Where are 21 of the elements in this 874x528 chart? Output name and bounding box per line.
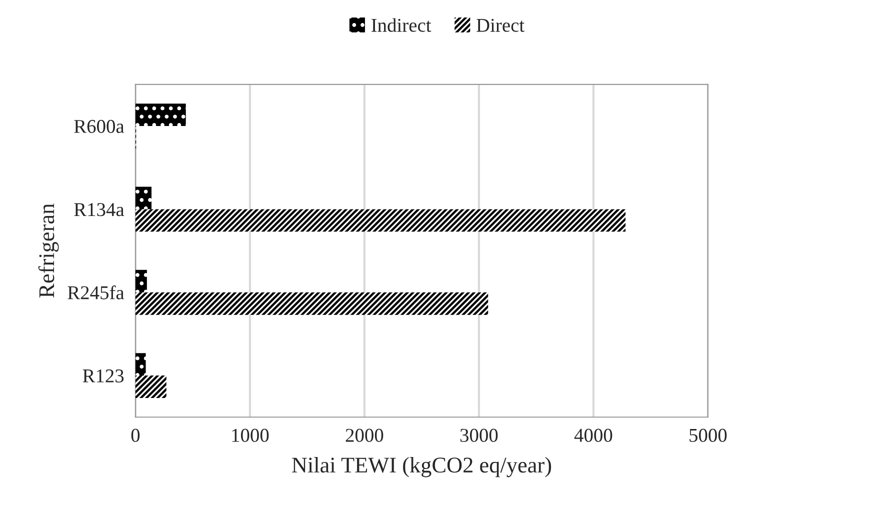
x-tick-label: 2000 — [346, 428, 384, 442]
bar — [135, 376, 166, 398]
bar — [135, 353, 146, 376]
bar — [135, 186, 152, 210]
x-tick-label: 3000 — [460, 428, 498, 442]
y-tick-label: R134a — [74, 203, 124, 216]
y-tick-label: R600a — [74, 120, 124, 133]
y-axis-title: Refrigeran — [38, 204, 59, 298]
legend-label: Direct — [476, 18, 524, 32]
x-tick-label: 4000 — [574, 428, 612, 442]
bar — [135, 104, 186, 126]
y-tick-label: R123 — [82, 369, 124, 382]
bar — [135, 270, 147, 292]
x-axis-title: Nilai TEWI (kgCO2 eq/year) — [292, 456, 552, 478]
bar — [135, 292, 488, 315]
legend-label: Indirect — [372, 18, 432, 32]
x-tick-label: 1000 — [232, 428, 269, 442]
x-tick-label: 5000 — [690, 428, 727, 442]
bar — [135, 209, 626, 232]
x-tick-label: 0 — [131, 428, 140, 442]
y-tick-label: R245fa — [68, 285, 124, 300]
